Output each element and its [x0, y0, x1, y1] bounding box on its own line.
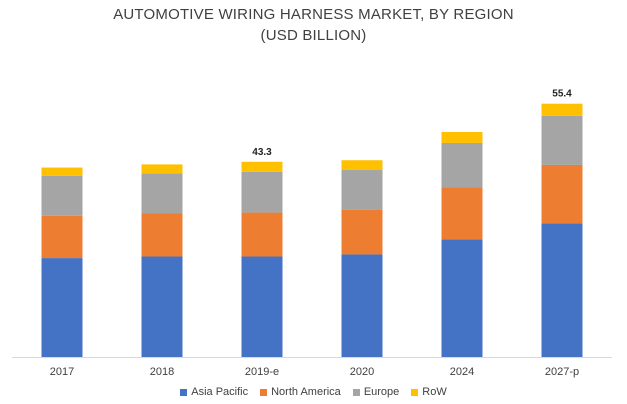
- bar-segment-europe: [241, 171, 283, 213]
- legend-label: Europe: [363, 386, 400, 398]
- bar-segment-north-america: [141, 213, 183, 257]
- legend-swatch: [411, 388, 419, 396]
- x-tick-label: 2017: [50, 366, 74, 378]
- x-tick-label: 2019-e: [245, 366, 279, 378]
- bar-segment-row: [41, 167, 83, 176]
- chart-legend: Asia Pacific North America Europe RoW: [0, 386, 627, 398]
- legend-label: RoW: [422, 386, 447, 398]
- bar-segment-north-america: [341, 209, 383, 255]
- bar-segment-asia-pacific: [441, 239, 483, 357]
- legend-swatch: [260, 388, 268, 396]
- bar-segment-asia-pacific: [41, 258, 83, 357]
- x-tick-label: 2027-p: [545, 366, 579, 378]
- bar-segment-row: [141, 164, 183, 174]
- legend-swatch: [352, 388, 360, 396]
- bar-segment-europe: [41, 175, 83, 216]
- bar-segment-asia-pacific: [241, 256, 283, 357]
- x-tick-label: 2020: [350, 366, 374, 378]
- bar-segment-north-america: [541, 164, 583, 224]
- legend-label: North America: [271, 386, 341, 398]
- legend-swatch: [180, 388, 188, 396]
- bar-segment-north-america: [441, 187, 483, 240]
- legend-item-asia-pacific: Asia Pacific: [180, 386, 248, 398]
- chart-title: AUTOMOTIVE WIRING HARNESS MARKET, BY REG…: [113, 6, 514, 23]
- total-data-label: 55.4: [552, 89, 572, 100]
- bar-segment-europe: [341, 169, 383, 210]
- bar-segment-asia-pacific: [141, 256, 183, 357]
- bar-segment-europe: [541, 115, 583, 165]
- bar-segment-row: [341, 160, 383, 170]
- total-data-label: 43.3: [252, 147, 272, 158]
- bar-segment-north-america: [241, 212, 283, 257]
- bar-segment-europe: [441, 142, 483, 188]
- legend-item-europe: Europe: [352, 386, 400, 398]
- bar-segment-europe: [141, 173, 183, 214]
- x-tick-label: 2024: [450, 366, 474, 378]
- chart-subtitle: (USD BILLION): [260, 27, 367, 44]
- legend-item-row: RoW: [411, 386, 447, 398]
- legend-item-north-america: North America: [260, 386, 341, 398]
- bar-segment-asia-pacific: [541, 223, 583, 357]
- bar-segment-asia-pacific: [341, 254, 383, 357]
- bar-segment-row: [541, 103, 583, 116]
- bar-segment-row: [441, 131, 483, 143]
- x-tick-label: 2018: [150, 366, 174, 378]
- legend-label: Asia Pacific: [191, 386, 249, 398]
- bar-segment-north-america: [41, 215, 83, 259]
- bar-segment-row: [241, 161, 283, 172]
